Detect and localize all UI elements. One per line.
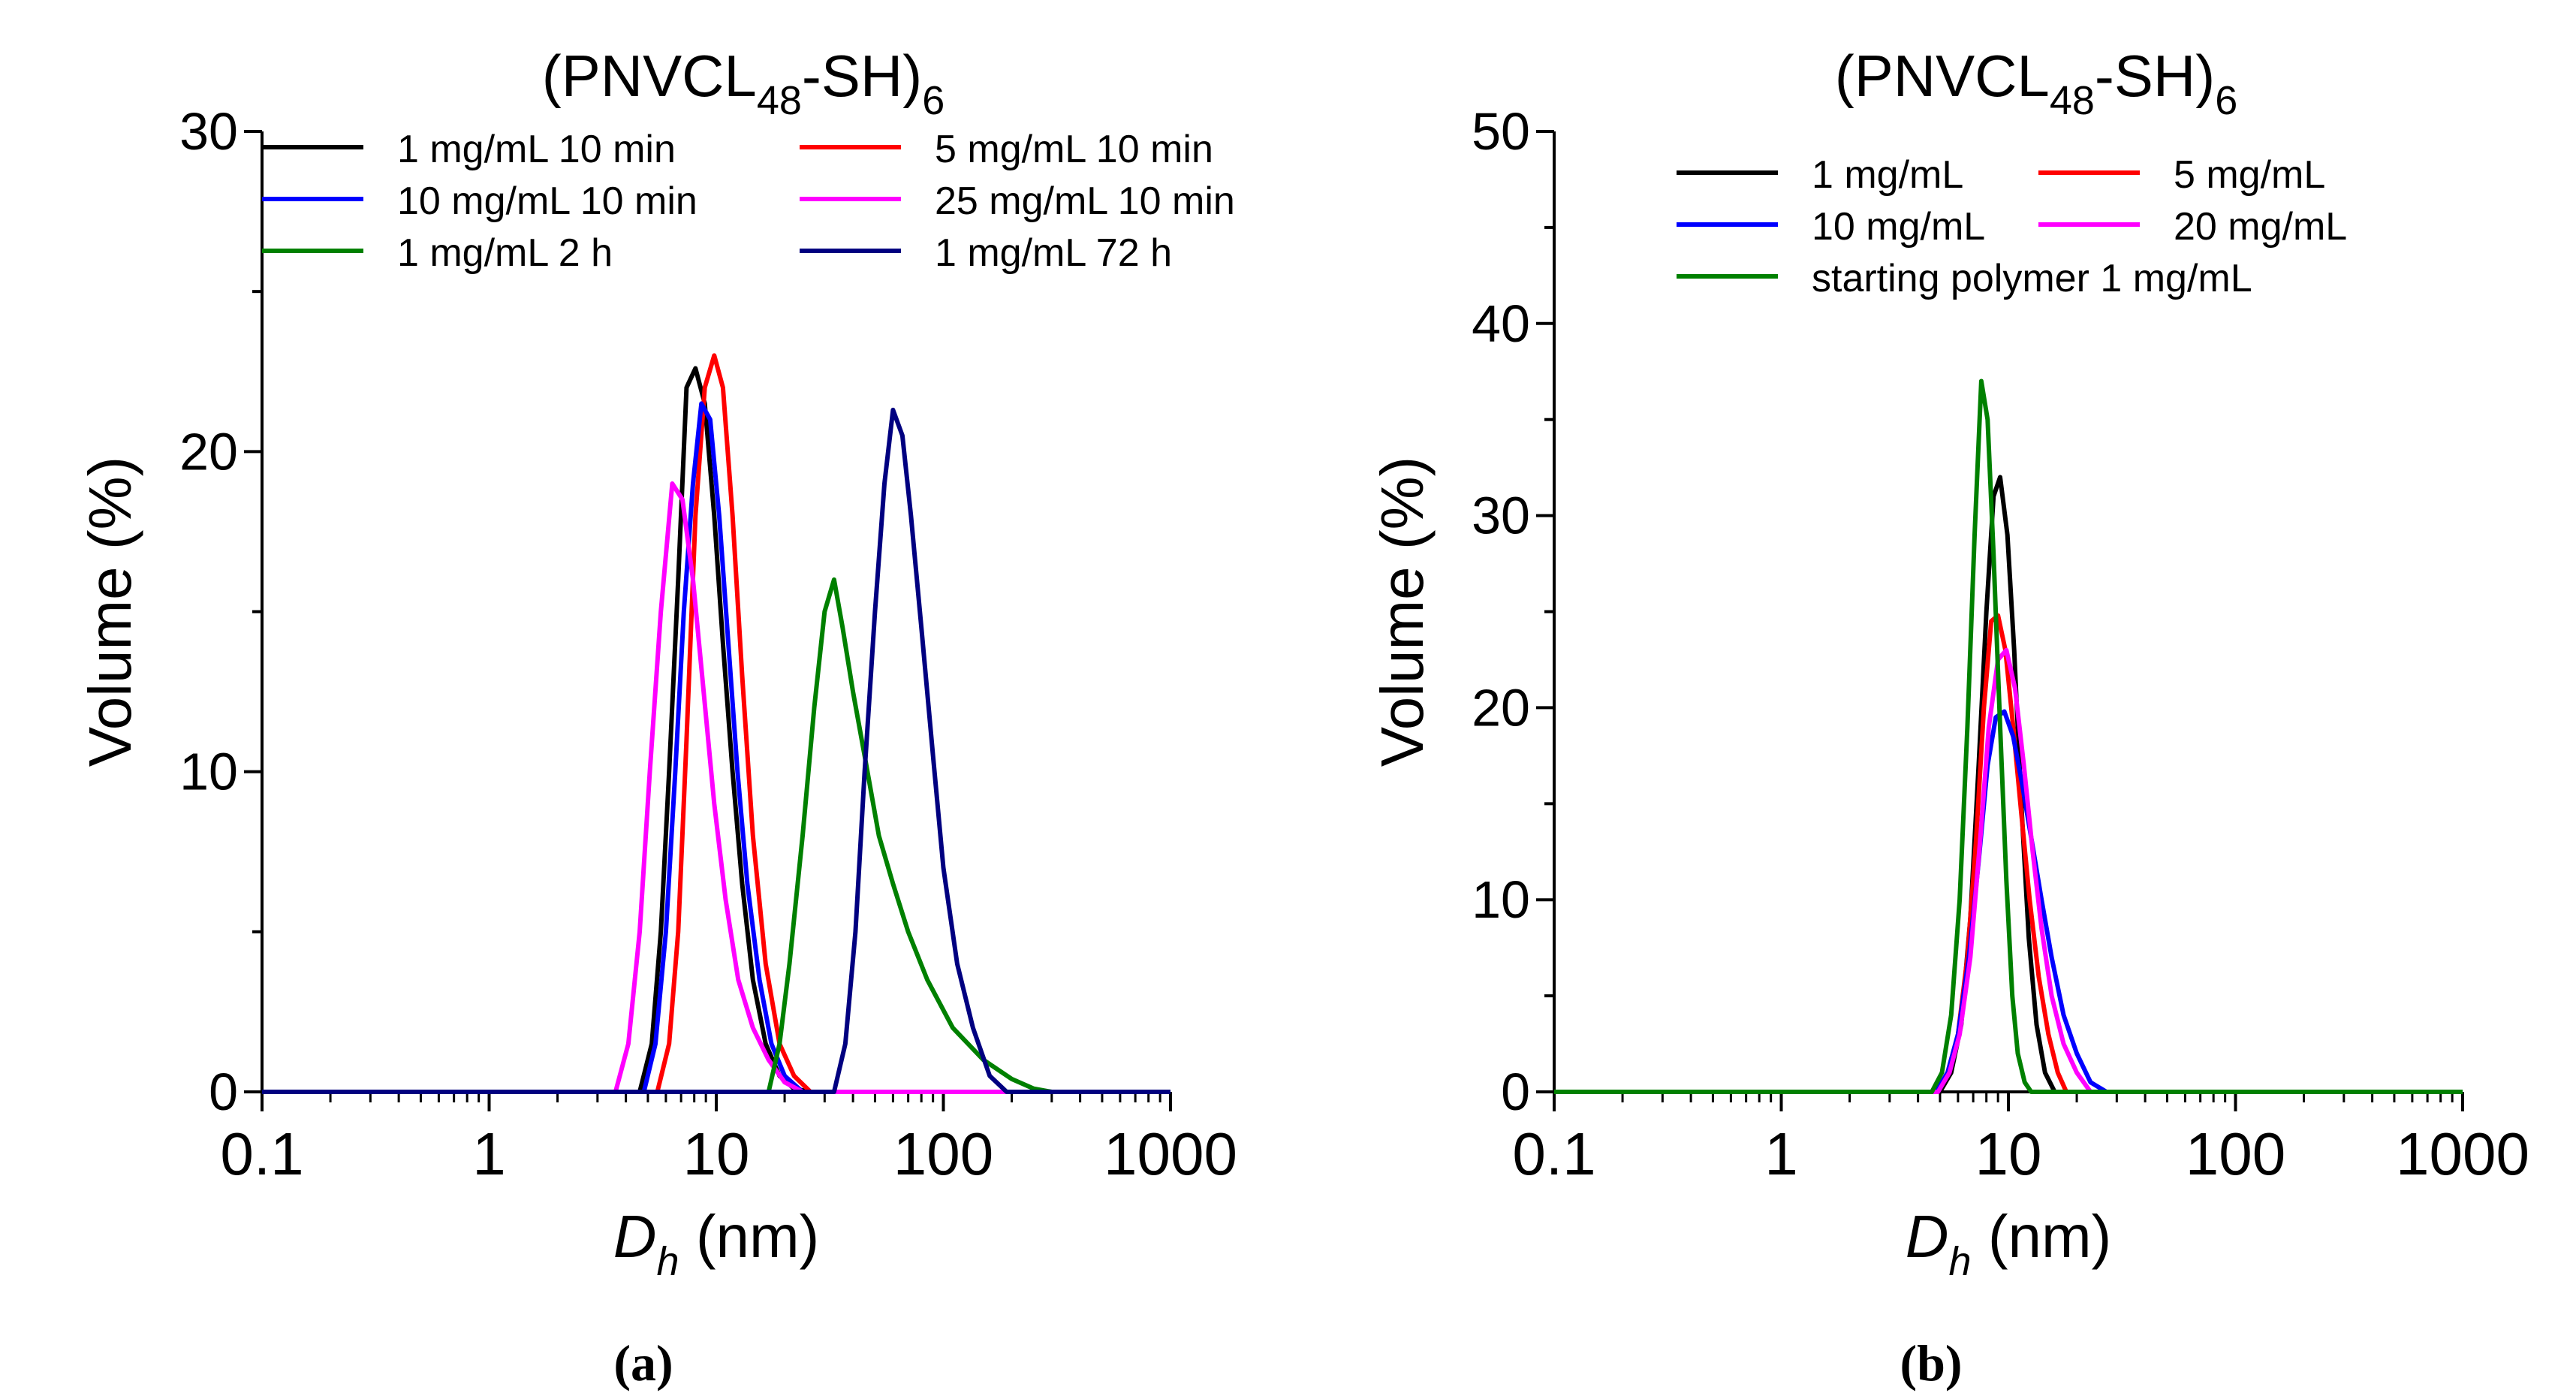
- y-tick-label: 10: [179, 743, 238, 801]
- y-tick-label: 40: [1472, 294, 1530, 353]
- panel-caption: (a): [613, 1334, 673, 1391]
- series-line-2: [1554, 613, 2463, 1094]
- legend-label: 20 mg/mL: [2174, 205, 2347, 249]
- x-tick-label: 10: [1975, 1120, 2042, 1187]
- legend-label: 1 mg/mL 10 min: [397, 128, 676, 171]
- x-label-unit: (nm): [679, 1203, 820, 1270]
- legend-label: 10 mg/mL: [1812, 205, 1985, 249]
- title-main: (PNVCL: [542, 43, 757, 109]
- x-label-subscript: h: [1949, 1239, 1972, 1284]
- legend-item: starting polymer 1 mg/mL: [1677, 257, 2252, 300]
- y-tick-label: 30: [1472, 487, 1530, 545]
- y-tick-label: 20: [1472, 678, 1530, 737]
- legend-label: 1 mg/mL: [1812, 153, 1963, 197]
- legend-label: 5 mg/mL: [2174, 153, 2325, 197]
- legend-item: 1 mg/mL 72 h: [800, 231, 1172, 275]
- legend-item: 1 mg/mL: [1677, 153, 1963, 197]
- x-label-symbol: D: [1906, 1203, 1949, 1270]
- x-tick-label: 1000: [1104, 1120, 1237, 1187]
- title-sub1: 48: [2050, 78, 2095, 123]
- y-tick-label: 20: [179, 422, 238, 481]
- legend-label: 1 mg/mL 2 h: [397, 231, 613, 275]
- title-main: (PNVCL: [1835, 43, 2050, 109]
- legend-label: starting polymer 1 mg/mL: [1812, 257, 2252, 300]
- title-sub2: 6: [922, 78, 945, 123]
- x-tick-label: 100: [2186, 1120, 2285, 1187]
- series-line-4: [1554, 647, 2463, 1094]
- legend-item: 10 mg/mL 10 min: [262, 179, 697, 223]
- y-tick-label: 0: [209, 1063, 238, 1121]
- x-tick-label: 100: [893, 1120, 993, 1187]
- legend-item: 1 mg/mL 2 h: [262, 231, 613, 275]
- legend-label: 5 mg/mL 10 min: [935, 128, 1213, 171]
- x-tick-label: 1: [1764, 1120, 1798, 1187]
- y-tick-label: 50: [1472, 102, 1530, 161]
- x-label-symbol: D: [613, 1203, 657, 1270]
- panel-caption: (b): [1900, 1334, 1962, 1391]
- title-mid: -SH): [2095, 43, 2215, 109]
- title-mid: -SH): [802, 43, 922, 109]
- y-axis-label: Volume (%): [1369, 457, 1436, 767]
- y-tick-label: 10: [1472, 870, 1530, 929]
- y-axis-label: Volume (%): [77, 457, 143, 767]
- legend-item: 20 mg/mL: [2038, 205, 2347, 249]
- x-axis-label: Dh (nm): [613, 1203, 819, 1284]
- x-tick-label: 1: [472, 1120, 506, 1187]
- legend-item: 1 mg/mL 10 min: [262, 128, 676, 171]
- x-axis-label: Dh (nm): [1906, 1203, 2111, 1284]
- legend-item: 25 mg/mL 10 min: [800, 179, 1235, 223]
- series-line-5: [1554, 378, 2463, 1094]
- chart-title: (PNVCL48-SH)6: [1835, 43, 2238, 123]
- title-sub1: 48: [757, 78, 802, 123]
- x-label-subscript: h: [657, 1239, 679, 1284]
- panel-b: (PNVCL48-SH)6 0 10 20 30 40 50 0.1 1 10 100 1000 Dh …: [1369, 43, 2529, 1391]
- chart-title: (PNVCL48-SH)6: [542, 43, 945, 123]
- x-tick-label: 0.1: [1512, 1120, 1595, 1187]
- legend-item: 5 mg/mL 10 min: [800, 128, 1213, 171]
- x-label-unit: (nm): [1972, 1203, 2112, 1270]
- series-line-2: [262, 353, 1170, 1094]
- legend-item: 5 mg/mL: [2038, 153, 2325, 197]
- title-sub2: 6: [2215, 78, 2237, 123]
- x-tick-label: 10: [683, 1120, 750, 1187]
- legend-label: 25 mg/mL 10 min: [935, 179, 1235, 223]
- x-tick-label: 1000: [2396, 1120, 2529, 1187]
- series-line-6: [262, 407, 1170, 1094]
- legend-label: 1 mg/mL 72 h: [935, 231, 1172, 275]
- y-tick-label: 0: [1501, 1063, 1530, 1121]
- series-line-4: [262, 481, 1170, 1094]
- series-line-1: [1554, 475, 2463, 1094]
- x-tick-label: 0.1: [220, 1120, 303, 1187]
- y-tick-label: 30: [179, 102, 238, 161]
- legend-label: 10 mg/mL 10 min: [397, 179, 697, 223]
- panel-a: (PNVCL48-SH)6 0 10 20 30 0.1 1 10 100 1000 Dh (nm)…: [77, 43, 1237, 1391]
- legend-item: 10 mg/mL: [1677, 205, 1985, 249]
- series-line-3: [262, 401, 1170, 1094]
